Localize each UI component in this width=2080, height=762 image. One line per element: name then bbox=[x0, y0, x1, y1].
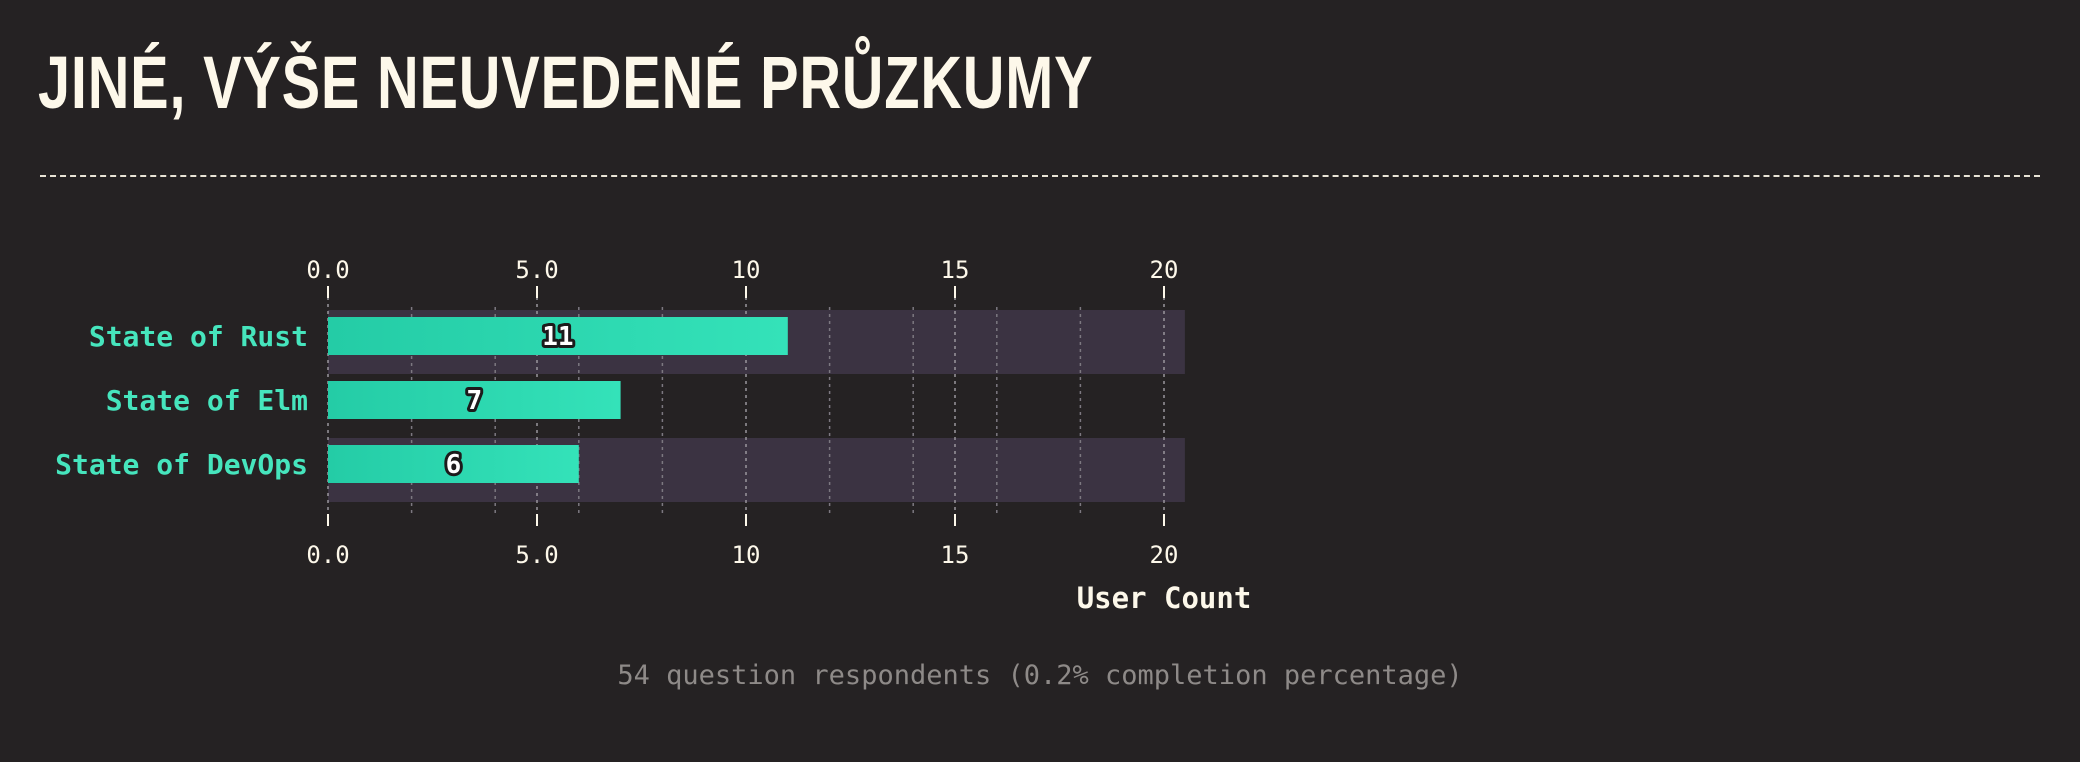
page-title: JINÉ, VÝŠE NEUVEDENÉ PRŮZKUMY bbox=[38, 41, 1094, 124]
x-tick-label-top: 20 bbox=[1150, 256, 1179, 284]
bottom-axis: 0.0 5.0 10 15 20 bbox=[306, 514, 1178, 569]
bar-value-label: 11 bbox=[542, 322, 573, 352]
category-label: State of Rust bbox=[89, 320, 308, 353]
bar-value-label: 6 bbox=[446, 450, 462, 480]
bar-value-label: 7 bbox=[466, 386, 482, 416]
x-tick-label-top: 15 bbox=[941, 256, 970, 284]
x-tick-label-bottom: 20 bbox=[1150, 541, 1179, 569]
x-tick-label-top: 10 bbox=[732, 256, 761, 284]
x-tick-label-top: 0.0 bbox=[306, 256, 349, 284]
x-axis-title: User Count bbox=[1077, 581, 1252, 615]
category-label: State of Elm bbox=[106, 384, 308, 417]
bars-layer bbox=[328, 317, 788, 483]
x-tick-label-bottom: 10 bbox=[732, 541, 761, 569]
respondents-footnote: 54 question respondents (0.2% completion… bbox=[617, 660, 1463, 691]
category-label: State of DevOps bbox=[55, 448, 308, 481]
bar bbox=[328, 317, 788, 355]
bar bbox=[328, 381, 621, 419]
bar-chart: 11 State of Rust 7 State of Elm 6 State of De… bbox=[55, 256, 1252, 615]
labels-layer: 11 State of Rust 7 State of Elm 6 State of De… bbox=[55, 319, 576, 483]
title-divider bbox=[40, 175, 2040, 177]
x-tick-label-bottom: 0.0 bbox=[306, 541, 349, 569]
x-tick-label-top: 5.0 bbox=[515, 256, 558, 284]
x-tick-label-bottom: 5.0 bbox=[515, 541, 558, 569]
bar bbox=[328, 445, 579, 483]
x-tick-label-bottom: 15 bbox=[941, 541, 970, 569]
top-axis: 0.0 5.0 10 15 20 bbox=[306, 256, 1178, 298]
